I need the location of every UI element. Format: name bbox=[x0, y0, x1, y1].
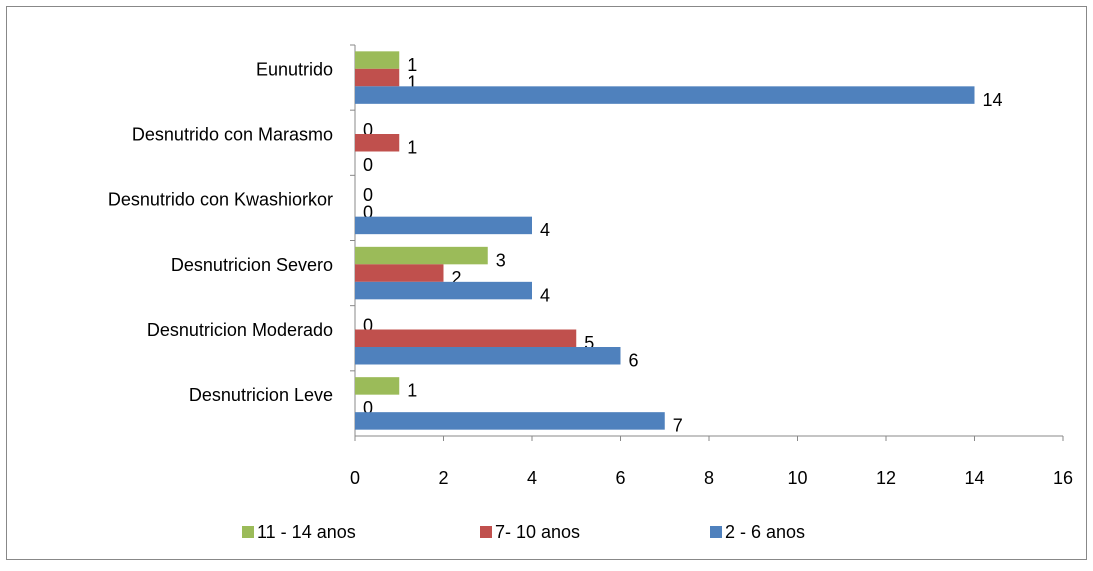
value-label: 5 bbox=[584, 333, 594, 353]
x-tick-label: 10 bbox=[787, 468, 807, 488]
bar bbox=[355, 412, 665, 430]
legend-label: 11 - 14 anos bbox=[257, 522, 356, 542]
value-label: 4 bbox=[540, 285, 550, 305]
x-tick-label: 8 bbox=[704, 468, 714, 488]
value-label: 7 bbox=[673, 416, 683, 436]
x-tick-label: 4 bbox=[527, 468, 537, 488]
bar bbox=[355, 134, 400, 152]
value-label: 14 bbox=[983, 90, 1003, 110]
value-label: 1 bbox=[407, 138, 417, 158]
legend-label: 2 - 6 anos bbox=[725, 522, 805, 542]
value-label: 1 bbox=[407, 72, 417, 92]
value-label: 4 bbox=[540, 220, 550, 240]
bar bbox=[355, 264, 444, 282]
y-tick-label: Desnutricion Leve bbox=[189, 385, 333, 405]
bar bbox=[355, 246, 488, 265]
value-label: 1 bbox=[407, 381, 417, 401]
bar bbox=[355, 68, 400, 87]
value-label: 2 bbox=[452, 268, 462, 288]
y-tick-label: Desnutrido con Kwashiorkor bbox=[108, 190, 333, 210]
y-tick-label: Eunutrido bbox=[256, 59, 333, 79]
value-label: 0 bbox=[363, 120, 373, 140]
bar bbox=[355, 216, 532, 235]
y-tick-label: Desnutricion Severo bbox=[171, 255, 333, 275]
value-label: 3 bbox=[496, 250, 506, 270]
bar bbox=[355, 281, 532, 300]
x-tick-label: 6 bbox=[615, 468, 625, 488]
value-label: 1 bbox=[407, 55, 417, 75]
value-label: 0 bbox=[363, 155, 373, 175]
value-label: 0 bbox=[363, 316, 373, 336]
value-label: 0 bbox=[363, 203, 373, 223]
bar bbox=[355, 377, 400, 395]
bar bbox=[355, 51, 400, 69]
value-label: 6 bbox=[629, 351, 639, 371]
legend-label: 7- 10 anos bbox=[495, 522, 580, 542]
bar bbox=[355, 329, 577, 347]
bar bbox=[355, 86, 975, 104]
x-tick-label: 0 bbox=[350, 468, 360, 488]
legend-swatch bbox=[242, 526, 254, 538]
x-tick-label: 12 bbox=[876, 468, 896, 488]
x-tick-label: 14 bbox=[964, 468, 984, 488]
legend-swatch bbox=[480, 526, 492, 538]
x-tick-label: 2 bbox=[438, 468, 448, 488]
legend-swatch bbox=[710, 526, 722, 538]
value-label: 0 bbox=[363, 398, 373, 418]
y-tick-label: Desnutricion Moderado bbox=[147, 320, 333, 340]
bar bbox=[355, 347, 621, 365]
y-tick-label: Desnutrido con Marasmo bbox=[132, 125, 333, 145]
x-tick-label: 16 bbox=[1053, 468, 1073, 488]
value-label: 0 bbox=[363, 185, 373, 205]
